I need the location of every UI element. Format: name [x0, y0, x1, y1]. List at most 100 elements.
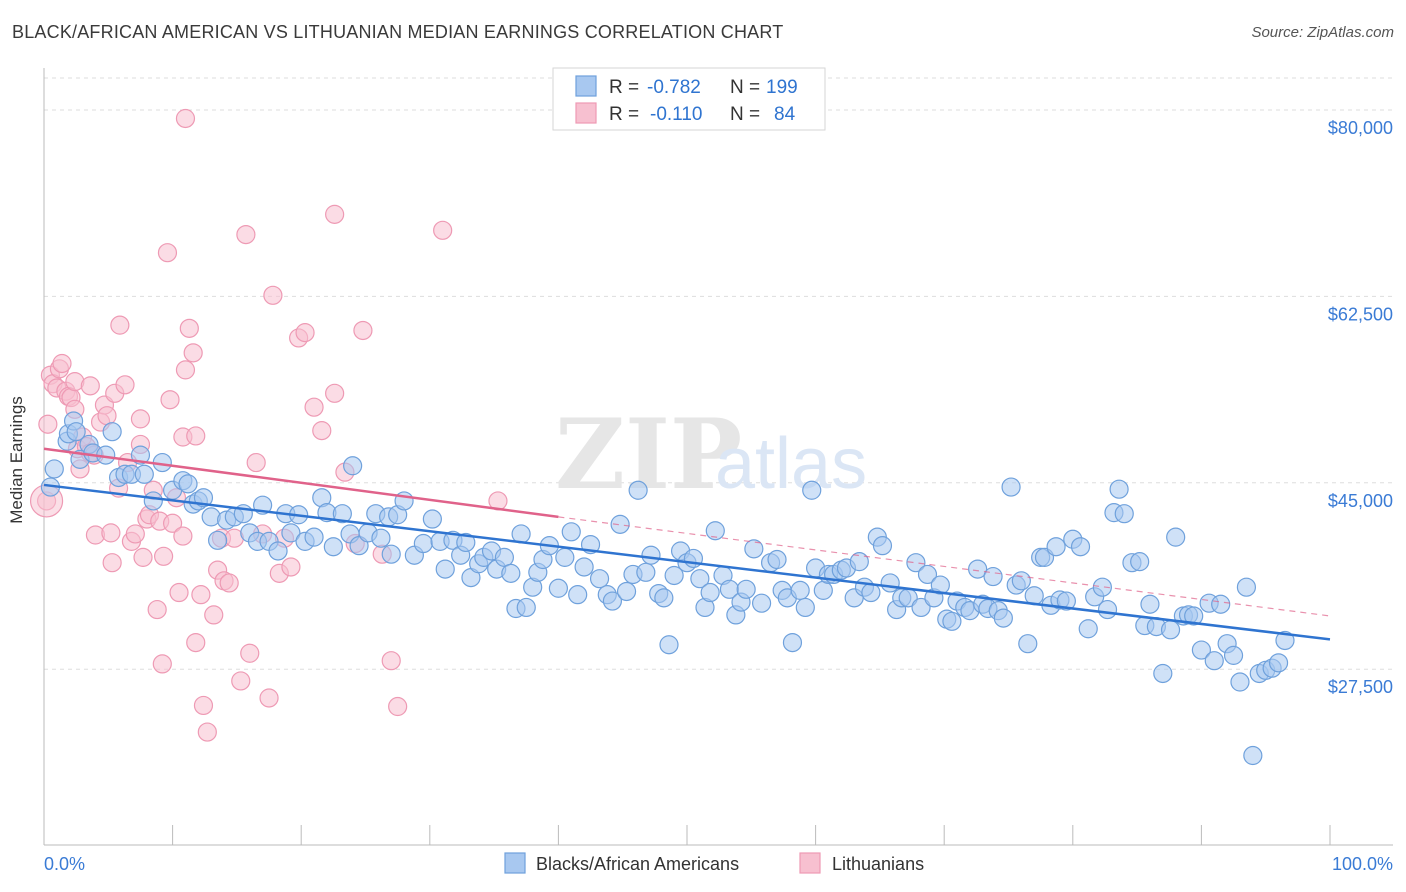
blacks-point [1160, 620, 1181, 640]
series-legend: Blacks/African Americans Lithuanians [504, 852, 924, 874]
lithuanians-point [173, 526, 193, 546]
blacks-point [813, 580, 833, 600]
blacks-point [568, 585, 588, 605]
y-tick-label: $62,500 [1328, 304, 1393, 324]
blacks-point [872, 536, 893, 556]
lithuanians-point [157, 243, 178, 263]
blacks-point [1268, 653, 1289, 673]
blacks-point [751, 593, 772, 613]
blacks-point [983, 566, 1003, 587]
lithuanians-point [186, 632, 206, 653]
lithuanians-point [153, 546, 174, 566]
source-label: Source: ZipAtlas.com [1251, 24, 1394, 41]
lithuanians-point [263, 285, 283, 305]
blacks-point [371, 528, 391, 548]
lithuanians-point [246, 452, 266, 473]
blacks-point [193, 488, 214, 508]
lithuanians-point [240, 643, 260, 663]
blacks-point [802, 480, 822, 500]
watermark-zip: ZIP [555, 398, 742, 511]
lithuanians-point [304, 397, 324, 417]
blacks-point [516, 597, 536, 618]
lithuanians-point [193, 695, 214, 716]
lithuanians-point [325, 204, 345, 224]
lithuanians-point [125, 524, 145, 544]
blacks-point [178, 474, 198, 494]
lithuanians-point [133, 547, 153, 567]
blacks-point [381, 544, 401, 564]
blacks-point [589, 569, 610, 589]
lithuanians-point [231, 671, 251, 691]
blacks-point [1223, 645, 1244, 665]
watermark-atlas: atlas [715, 424, 867, 504]
blacks-point [744, 539, 764, 559]
lithuanians-point [433, 220, 453, 240]
blacks-points [40, 411, 1295, 766]
legend-r-value-1: -0.782 [647, 77, 701, 98]
blacks-point [1140, 594, 1160, 614]
legend-bottom-swatch-pink [799, 852, 821, 874]
y-tick-label: $45,000 [1328, 491, 1393, 511]
legend-r-value-2: -0.110 [650, 104, 702, 125]
lithuanians-point [281, 557, 301, 577]
blacks-point [610, 514, 630, 534]
legend-swatch-pink [575, 102, 597, 124]
lithuanians-point [219, 573, 239, 593]
blacks-point [705, 521, 725, 541]
lithuanians-point [312, 421, 332, 441]
blacks-point [561, 522, 581, 542]
axes: $27,500 $45,000 $62,500 $80,000 [43, 68, 1393, 846]
lithuanians-point [381, 651, 401, 671]
legend-n-value-1: 199 [766, 77, 798, 98]
lithuanians-point [186, 426, 206, 446]
blacks-point [208, 530, 228, 550]
lithuanians-point [353, 320, 373, 341]
lithuanians-point [197, 722, 217, 742]
blacks-point [494, 547, 514, 567]
blacks-point [1130, 552, 1150, 572]
blacks-point [700, 582, 720, 603]
blacks-point [281, 523, 301, 543]
legend-swatch-blue [575, 75, 597, 97]
blacks-point [66, 422, 86, 442]
blacks-point [304, 527, 324, 547]
blacks-point [134, 464, 154, 484]
blacks-point [1153, 663, 1173, 684]
blacks-point [1275, 630, 1295, 651]
lithuanians-point [152, 654, 172, 674]
blacks-point [659, 635, 679, 655]
blacks-point [1243, 745, 1263, 766]
blacks-point [1056, 591, 1076, 611]
blacks-point [1070, 537, 1091, 557]
blacks-point [767, 549, 787, 570]
blacks-point [690, 569, 710, 589]
blacks-point [456, 532, 476, 553]
blacks-point [1166, 527, 1186, 547]
lithuanians-point [97, 406, 117, 426]
blacks-point [664, 565, 684, 586]
blacks-point [795, 597, 815, 618]
blacks-point [641, 545, 661, 565]
lithuanians-points [29, 108, 508, 742]
lithuanians-point [38, 414, 58, 434]
blacks-trend-line [43, 483, 1331, 641]
lithuanians-point [175, 108, 196, 129]
blacks-point [548, 578, 569, 598]
x-tick-label-min: 0.0% [44, 854, 85, 874]
blacks-point [268, 541, 288, 561]
lithuanians-point [80, 376, 100, 396]
blacks-point [143, 491, 163, 511]
blacks-point [1114, 504, 1134, 524]
blacks-point [911, 597, 931, 618]
blacks-point [880, 573, 900, 593]
blacks-point [1011, 571, 1031, 591]
blacks-point [435, 559, 455, 579]
stats-legend: R = -0.782 N = 199 R = -0.110 N = 84 [552, 67, 826, 131]
blacks-point [501, 563, 521, 583]
blacks-point [1018, 634, 1038, 654]
lithuanians-trend-extension [558, 516, 1331, 617]
blacks-point [1097, 599, 1118, 620]
blacks-point [1001, 477, 1021, 497]
lithuanians-point [110, 315, 130, 335]
